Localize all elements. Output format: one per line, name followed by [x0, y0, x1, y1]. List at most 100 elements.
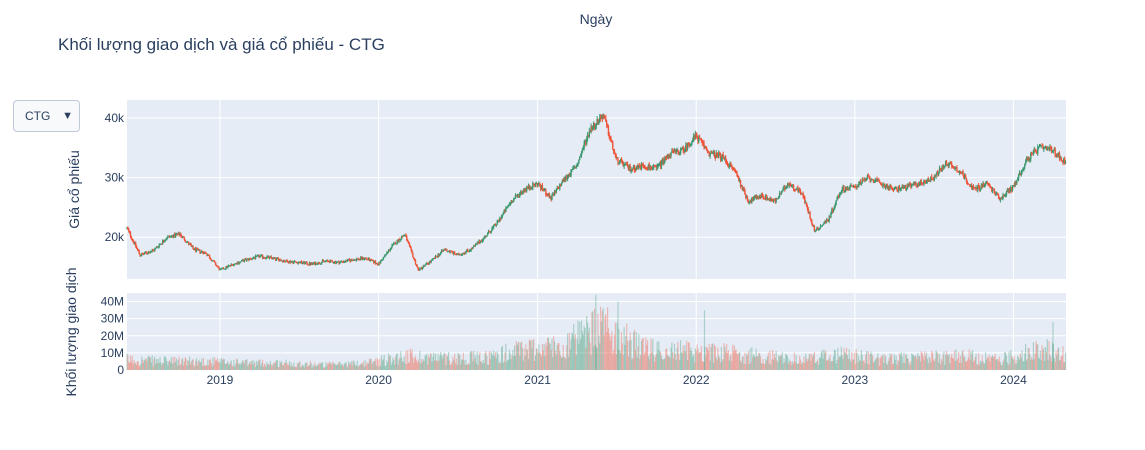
volume-bar	[835, 363, 837, 370]
volume-bar	[632, 358, 634, 370]
price-candle	[721, 154, 723, 159]
volume-bar	[781, 352, 783, 370]
price-candle	[329, 260, 332, 263]
price-candle	[805, 202, 807, 204]
price-y-tick-label: 40k	[105, 111, 125, 125]
price-candle	[606, 121, 608, 126]
price-candle	[229, 265, 232, 267]
volume-bar	[154, 356, 156, 370]
price-candle	[1038, 145, 1041, 147]
price-candle	[333, 262, 335, 264]
price-candle	[673, 150, 676, 153]
volume-bar	[202, 357, 205, 370]
volume-bar	[1013, 356, 1015, 370]
price-candle	[841, 189, 843, 192]
volume-bar	[401, 357, 403, 370]
volume-bar	[513, 345, 516, 370]
volume-bar	[173, 362, 175, 370]
price-candle	[183, 237, 186, 240]
volume-bar	[896, 364, 898, 370]
price-candle	[756, 195, 758, 199]
price-candle	[743, 187, 745, 190]
volume-bar	[736, 353, 738, 370]
volume-bar	[305, 362, 307, 370]
price-candle	[842, 186, 844, 190]
volume-bar	[1009, 363, 1011, 370]
volume-bar	[533, 339, 535, 370]
volume-bar	[780, 355, 782, 370]
price-candle	[308, 262, 311, 265]
volume-bar	[703, 361, 705, 370]
price-candle	[400, 236, 403, 240]
volume-bar	[929, 358, 931, 370]
volume-bar	[888, 358, 890, 370]
volume-bar	[254, 363, 256, 370]
volume-bar	[285, 359, 287, 370]
volume-bar	[623, 327, 625, 370]
volume-bar	[981, 355, 983, 370]
volume-bar	[792, 361, 794, 370]
volume-bar	[391, 361, 393, 370]
volume-bar	[912, 354, 914, 370]
volume-bar	[630, 339, 632, 370]
price-candle	[816, 227, 818, 231]
price-candle	[200, 251, 202, 253]
price-candle	[384, 254, 386, 257]
volume-bar	[572, 334, 574, 370]
volume-bar	[420, 363, 422, 370]
price-candle	[793, 189, 796, 191]
price-candle	[807, 208, 810, 214]
x-tick-label: 2024	[1000, 373, 1027, 387]
price-candle	[980, 185, 982, 189]
volume-bar	[297, 363, 299, 370]
price-candle	[601, 116, 604, 119]
price-candle	[884, 184, 886, 188]
price-candle	[194, 248, 196, 250]
volume-bar	[694, 348, 696, 370]
volume-bar	[329, 362, 331, 370]
price-candle	[227, 265, 229, 268]
price-candle	[1011, 185, 1014, 191]
volume-bar	[782, 363, 784, 370]
price-candle	[819, 225, 822, 229]
price-candle	[963, 174, 965, 179]
volume-bar	[723, 343, 725, 370]
price-candle	[645, 168, 648, 170]
price-candle	[814, 230, 816, 232]
volume-bar	[1046, 339, 1048, 370]
price-candle	[459, 254, 461, 256]
price-candle	[825, 219, 828, 223]
price-candle	[522, 190, 524, 193]
volume-bar	[204, 365, 206, 370]
price-candle	[791, 184, 794, 187]
price-candle	[489, 232, 491, 234]
volume-bar	[744, 352, 746, 370]
price-candle	[745, 196, 748, 198]
price-candle	[1017, 175, 1020, 179]
price-candle	[251, 258, 253, 260]
volume-bar	[754, 357, 756, 370]
volume-bar	[898, 361, 900, 370]
price-candle	[619, 159, 622, 161]
volume-bar	[620, 332, 623, 370]
price-candle	[206, 253, 208, 256]
price-candle	[572, 168, 574, 170]
volume-bar	[661, 359, 663, 370]
price-candle	[765, 194, 767, 199]
ticker-dropdown[interactable]: CTG ▼	[13, 100, 80, 132]
price-candle	[483, 237, 485, 239]
price-candle	[499, 218, 501, 222]
volume-bar	[159, 357, 161, 370]
volume-bar	[1064, 361, 1066, 370]
volume-bar	[241, 360, 244, 370]
price-candle	[932, 179, 935, 181]
volume-bar	[392, 357, 394, 370]
volume-bar	[556, 345, 558, 370]
volume-bar	[713, 344, 716, 370]
volume-bar	[216, 358, 218, 370]
price-candle	[874, 179, 876, 183]
price-candle	[804, 197, 806, 203]
price-candle	[1048, 148, 1050, 151]
price-candle	[1063, 158, 1066, 164]
volume-bar	[663, 359, 665, 370]
